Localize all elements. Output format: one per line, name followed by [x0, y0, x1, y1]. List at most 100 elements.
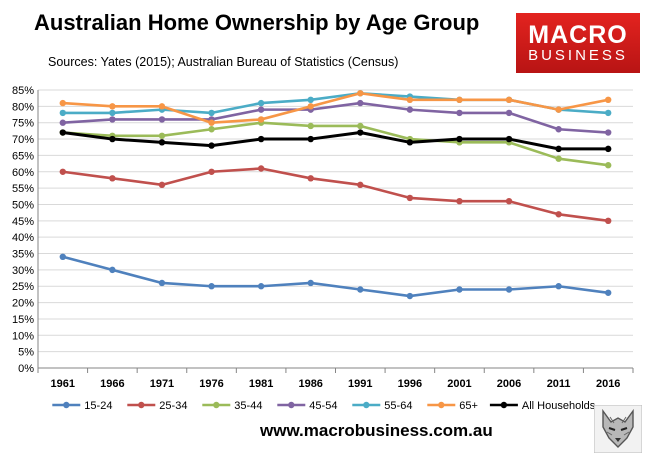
legend-label: 15-24: [84, 400, 112, 412]
legend-label: 45-54: [309, 400, 337, 412]
sources-note: Sources: Yates (2015); Australian Bureau…: [48, 55, 399, 69]
data-point: [59, 253, 66, 260]
data-point: [555, 126, 562, 133]
data-point: [307, 103, 314, 110]
x-tick-label: 1991: [348, 378, 372, 390]
data-point: [605, 96, 612, 104]
data-point: [257, 165, 265, 172]
series-line: [62, 101, 609, 134]
data-point: [555, 211, 562, 218]
y-tick-label: 45%: [12, 216, 34, 228]
data-point: [605, 145, 612, 153]
x-tick-label: 1996: [398, 378, 422, 390]
data-point: [307, 96, 314, 104]
data-point: [357, 99, 364, 107]
data-point: [59, 99, 66, 107]
data-point: [307, 175, 314, 182]
x-tick-label: 1966: [100, 378, 124, 390]
data-point: [257, 106, 265, 113]
series-line: [62, 91, 609, 125]
y-tick-label: 15%: [12, 314, 34, 326]
macrobusiness-logo: MACRO BUSINESS: [516, 13, 640, 73]
gridlines: [38, 89, 633, 353]
data-point: [555, 106, 562, 113]
data-point: [505, 135, 513, 143]
data-point: [109, 103, 116, 110]
y-tick-label: 35%: [12, 249, 34, 261]
series-15-24: [59, 253, 612, 300]
legend-swatch-marker: [138, 401, 145, 409]
legend-swatch-marker: [438, 401, 445, 409]
data-point: [158, 132, 166, 139]
data-point: [406, 292, 414, 300]
series-line: [62, 255, 609, 298]
data-point: [357, 129, 364, 136]
data-point: [59, 129, 66, 136]
data-point: [158, 279, 166, 287]
website-url[interactable]: www.macrobusiness.com.au: [260, 421, 493, 440]
series-65-: [59, 90, 612, 126]
data-point: [456, 96, 463, 104]
y-tick-label: 50%: [12, 199, 34, 211]
legend-label: All Households: [522, 400, 596, 412]
legend-label: 55-64: [384, 400, 412, 412]
y-tick-label: 55%: [12, 183, 34, 195]
y-tick-label: 10%: [12, 330, 34, 342]
axes: 0% 5% 10% 15% 20% 25% 30% 35% 40% 45% 50% 55% 60% 65%…: [12, 85, 634, 390]
y-tick-label: 75%: [12, 118, 34, 130]
data-point: [456, 109, 463, 117]
y-tick-label: 80%: [12, 101, 34, 113]
data-point: [406, 96, 414, 104]
data-point: [257, 99, 265, 107]
legend-item: 55-64: [352, 400, 412, 412]
data-point: [555, 155, 562, 162]
legend-item: 65+: [427, 400, 478, 412]
series-25-34: [59, 165, 612, 225]
data-point: [208, 168, 215, 175]
x-tick-label: 2011: [547, 378, 571, 390]
data-point: [59, 119, 66, 126]
data-point: [307, 122, 314, 130]
data-point: [109, 135, 116, 143]
data-point: [505, 109, 513, 117]
series-line: [62, 121, 609, 167]
x-tick-label: 2006: [497, 378, 521, 390]
legend-label: 65+: [459, 400, 478, 412]
data-point: [257, 116, 265, 123]
data-point: [605, 217, 612, 225]
data-point: [109, 109, 116, 117]
data-point: [208, 119, 215, 126]
legend-item: 15-24: [52, 400, 112, 412]
data-point: [406, 194, 414, 202]
data-point: [357, 286, 364, 293]
data-point: [59, 168, 66, 175]
data-point: [357, 122, 364, 130]
y-tick-label: 30%: [12, 265, 34, 277]
data-point: [307, 135, 314, 143]
legend-label: 35-44: [234, 400, 262, 412]
data-point: [605, 162, 612, 169]
data-point: [406, 139, 414, 146]
y-tick-label: 25%: [12, 281, 34, 293]
x-tick-label: 1976: [199, 378, 223, 390]
y-tick-label: 65%: [12, 150, 34, 162]
data-point: [109, 266, 116, 274]
legend-item: All Households: [489, 400, 596, 412]
data-point: [109, 175, 116, 182]
data-point: [208, 142, 215, 149]
legend-label: 25-34: [159, 400, 187, 412]
legend-swatch-marker: [213, 401, 220, 409]
legend-swatch-marker: [500, 401, 508, 409]
data-point: [555, 283, 562, 290]
data-point: [456, 286, 463, 293]
series-line: [62, 131, 609, 151]
y-tick-label: 85%: [12, 85, 34, 97]
logo-text-business: BUSINESS: [528, 47, 628, 64]
legend: 15-24 25-34 35-44 45-54 55-64 65+ All Househol…: [52, 400, 596, 412]
data-point: [406, 106, 414, 113]
legend-swatch-marker: [363, 401, 370, 409]
data-point: [257, 135, 265, 143]
data-point: [505, 286, 513, 293]
y-tick-label: 40%: [12, 232, 34, 244]
